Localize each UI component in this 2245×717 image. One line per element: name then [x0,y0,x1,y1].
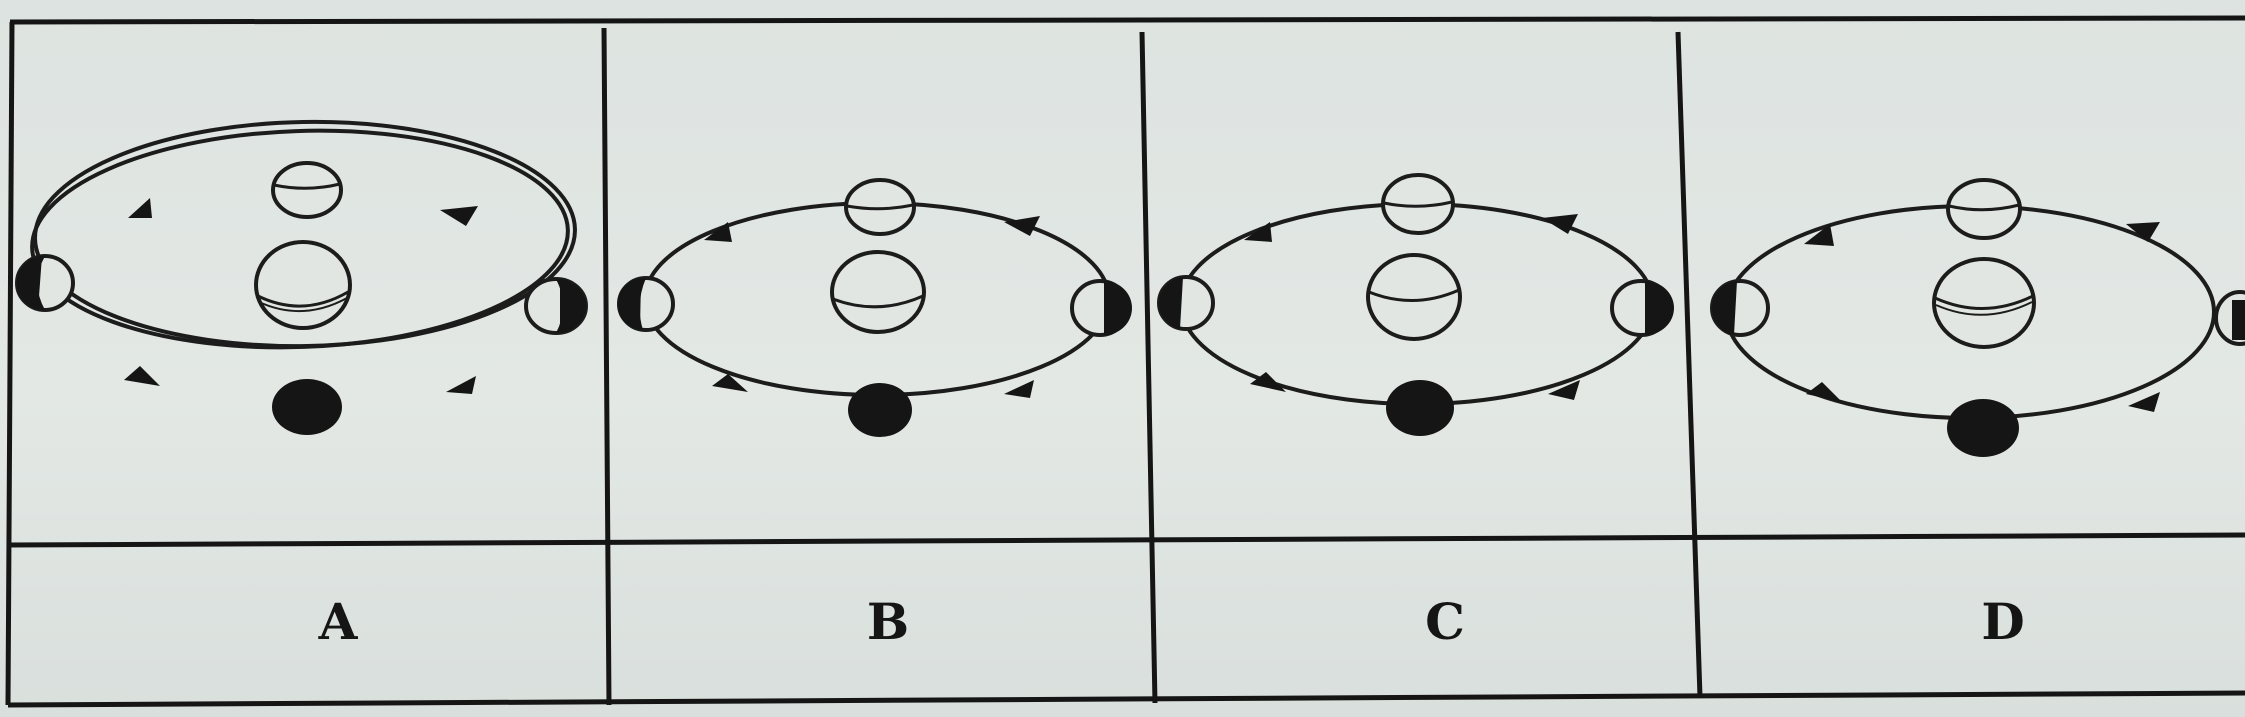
orbit-direction-arrow-icon [1004,216,1040,236]
orbit-direction-arrow-icon [1250,372,1286,392]
orbit-direction-arrow-icon [446,376,476,394]
moon-phase-icon [1386,380,1454,436]
earth-icon [830,250,926,334]
moon-phase-icon [1946,178,2022,240]
moon-phase-icon [1070,279,1132,337]
earth-icon [254,240,352,330]
orbit-direction-arrow-icon [440,206,478,226]
orbit-direction-arrow-icon [704,222,732,242]
panel-a-figure [15,128,588,435]
orbit-direction-arrow-icon [1004,380,1034,398]
moon-phase-icon [271,161,343,219]
moon-phase-icon [1947,399,2019,457]
moon-phase-icon [844,178,916,236]
orbit-direction-arrow-icon [712,374,748,392]
earth-icon [1932,257,2036,349]
panel-b-figure [617,178,1132,437]
moon-phase-icon [15,254,75,312]
moon-phase-icon [524,277,588,335]
option-label-d[interactable]: D [1981,592,2025,651]
panel-c-figure [1157,173,1674,436]
orbit-direction-arrow-icon [128,198,152,218]
orbit-direction-arrow-icon [1542,214,1578,234]
orbit-direction-arrow-icon [2126,222,2160,242]
moon-phase-icon [1381,173,1455,235]
option-label-a[interactable]: A [318,592,358,651]
orbit-direction-arrow-icon [2128,392,2160,412]
moon-phase-icon [2214,290,2245,346]
orbit-direction-arrow-icon [1806,382,1842,402]
moon-phase-icon [848,383,912,437]
orbit-direction-arrow-icon [1244,222,1272,242]
orbit-direction-arrow-icon [124,366,160,386]
orbit-direction-arrow-icon [1548,380,1580,400]
orbit-direction-arrow-icon [1804,224,1834,246]
moon-phase-icon [1710,279,1770,337]
earth-icon [1366,253,1462,341]
moon-phase-icon [1157,275,1215,331]
panel-d-figure [1710,178,2245,457]
option-label-c[interactable]: C [1425,592,1465,651]
moon-phase-icon [1610,279,1674,337]
moon-phase-icon [272,379,342,435]
moon-phase-icon [617,276,675,332]
option-label-b[interactable]: B [866,592,910,651]
